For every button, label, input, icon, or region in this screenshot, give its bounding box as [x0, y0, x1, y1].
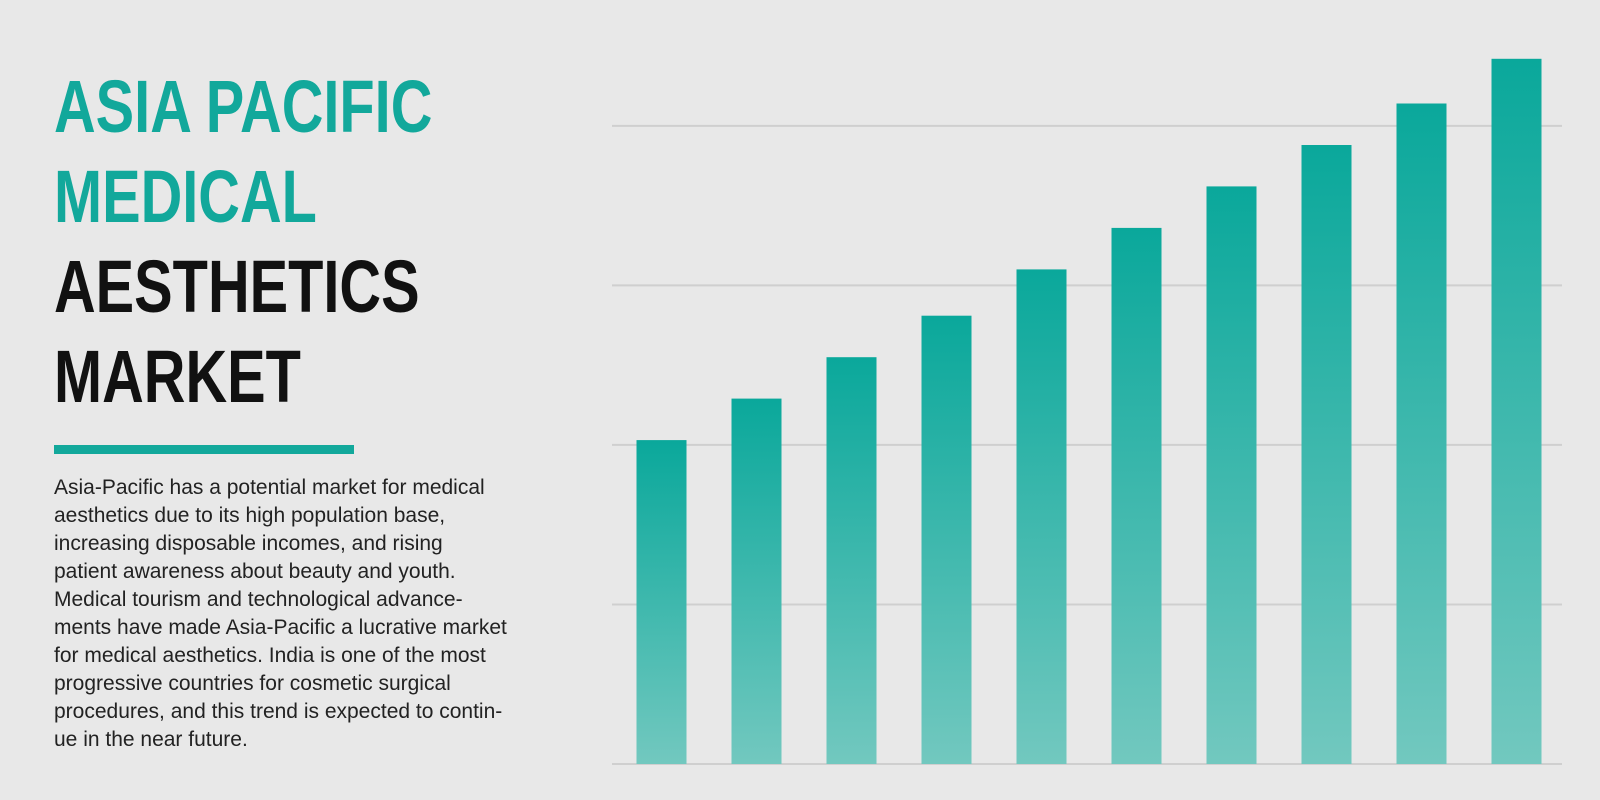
chart-bar-2 — [731, 398, 782, 764]
title-line-2: MEDICAL — [54, 155, 317, 238]
description-line: increasing disposable incomes, and risin… — [54, 532, 443, 555]
description: Asia-Pacific has a potential market for … — [54, 474, 594, 754]
title-line-3: AESTHETICS — [54, 245, 420, 328]
chart-bar-5 — [1016, 269, 1067, 764]
description-line: ue in the near future. — [54, 728, 248, 751]
title-line-1: ASIA PACIFIC — [54, 65, 433, 148]
description-line: aesthetics due to its high population ba… — [54, 504, 446, 527]
chart-bar-6 — [1111, 227, 1162, 764]
description-line: Medical tourism and technological advanc… — [54, 588, 463, 611]
chart-bar-9 — [1396, 103, 1447, 764]
description-line: Asia-Pacific has a potential market for … — [54, 476, 485, 499]
title-line-4: MARKET — [54, 335, 301, 418]
chart-bar-1 — [636, 440, 687, 764]
description-line: patient awareness about beauty and youth… — [54, 560, 456, 583]
chart-bar-4 — [921, 315, 972, 764]
chart-bar-7 — [1206, 186, 1257, 764]
description-line: progressive countries for cosmetic surgi… — [54, 672, 451, 695]
description-line: ments have made Asia-Pacific a lucrative… — [54, 616, 507, 639]
description-line: for medical aesthetics. India is one of … — [54, 644, 486, 667]
title-block: ASIA PACIFIC MEDICAL AESTHETICS MARKET — [54, 62, 574, 422]
title-underline — [54, 445, 354, 454]
chart-bar-8 — [1301, 145, 1352, 764]
chart-bar-10 — [1491, 58, 1542, 765]
chart-bar-3 — [826, 357, 877, 764]
description-line: procedures, and this trend is expected t… — [54, 700, 503, 723]
